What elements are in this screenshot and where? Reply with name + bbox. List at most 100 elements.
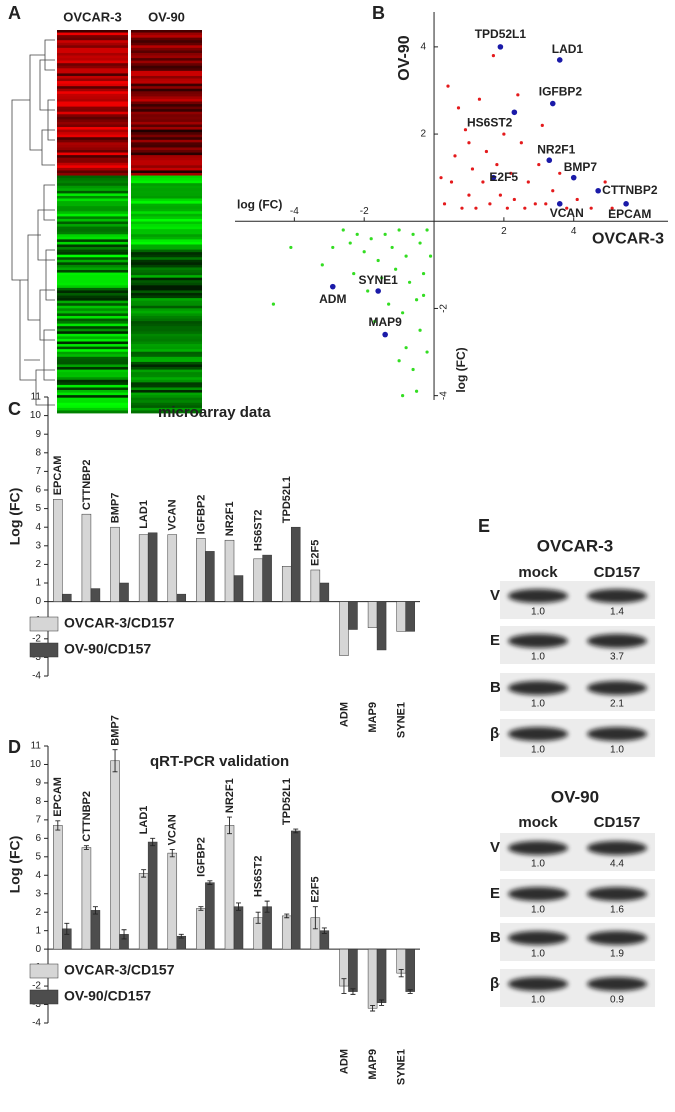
heatmap-cell [57,346,128,350]
point-label: CTTNBP2 [602,183,658,197]
heatmap-cell [57,68,128,72]
heatmap-cell [57,356,128,360]
heatmap-cell [131,127,202,130]
heatmap-cell [131,167,202,171]
heatmap-cell [131,410,202,414]
heatmap-cell [131,236,202,240]
bar [376,601,387,651]
bar [339,601,349,656]
point [390,245,394,250]
point [603,180,607,184]
point [376,258,380,263]
x-tick-label: 2 [501,226,507,237]
heatmap-cell [57,377,128,381]
point [526,180,530,184]
point [411,367,415,372]
error-bar [407,989,413,994]
y-tick-label: 1 [35,578,41,589]
heatmap-cell [131,172,202,176]
point [369,237,373,241]
y-tick-label: 9 [35,429,41,440]
heatmap-cell [131,364,202,368]
point [511,109,518,116]
heatmap-cell [57,259,128,263]
heatmap-cell [131,384,202,388]
heatmap-cell [57,208,128,212]
point-label: NR2F1 [537,142,575,156]
panel-label: A [8,3,21,23]
heatmap-cell [131,111,202,115]
heatmap-cell [57,262,128,266]
heatmap-cell [131,175,202,179]
y-tick-label: 0 [35,944,41,955]
point-label: IGFBP2 [539,85,583,99]
heatmap-cell [57,308,128,312]
heatmap-cell [131,152,202,156]
point [397,228,401,232]
point [453,154,457,158]
heatmap-cell [57,183,128,187]
heatmap-cell [131,198,202,202]
heatmap-cell [131,137,202,141]
heatmap-cell [131,142,202,146]
point [575,197,579,202]
y-tick-label: 5 [35,851,41,862]
y-axis-label: OV-90 [396,35,413,80]
heatmap-cell [57,185,128,189]
heatmap-cell [131,356,202,360]
point [271,302,276,306]
heatmap-cell [131,397,202,401]
error-bar [350,988,356,995]
point [428,254,433,258]
error-bar [198,906,204,911]
blot-band [508,589,568,603]
bar [62,593,72,602]
heatmap-cell [131,318,202,322]
heatmap-column-label: OVCAR-3 [63,9,122,24]
heatmap-cell [131,195,202,199]
heatmap-cell [131,201,202,205]
heatmap-cell [57,111,128,115]
error-bar [55,820,61,831]
point [442,202,447,206]
bar [348,948,358,992]
point [516,93,520,97]
heatmap-cell [131,264,202,268]
blot-quantification: 1.0 [531,859,545,870]
y-tick-label: -4 [32,1018,41,1029]
heatmap-cell [57,295,128,299]
heatmap-cell [57,37,128,41]
heatmap-cell [131,218,202,222]
x-tick-label: -2 [360,206,369,217]
point [382,331,388,338]
heatmap-cell [57,70,128,74]
heatmap-cell [57,239,128,243]
point [523,206,527,210]
heatmap-cell [131,144,202,148]
heatmap-cell [131,272,202,276]
point [477,97,482,101]
heatmap-cell [57,290,128,294]
heatmap-cell [131,73,202,77]
point [484,149,489,154]
category-label: CTTNBP2 [81,791,93,842]
blot-band [587,634,647,648]
heatmap-cell [131,379,202,383]
heatmap-cell [57,109,128,113]
y-tick-label: 6 [35,833,41,844]
heatmap-cell [131,60,202,64]
error-bar [264,900,270,913]
panel-label: D [8,737,21,757]
blot-column-label: CD157 [594,564,641,581]
heatmap-cell [57,65,128,69]
heatmap-cell [131,188,202,192]
heatmap-cell [131,86,202,90]
heatmap-cell [57,374,128,378]
bar [167,534,178,602]
blot-band [508,841,568,855]
point [488,202,492,206]
heatmap-cell [57,379,128,383]
heatmap-cell [57,30,128,33]
point [394,267,398,271]
heatmap-cell [57,270,128,273]
